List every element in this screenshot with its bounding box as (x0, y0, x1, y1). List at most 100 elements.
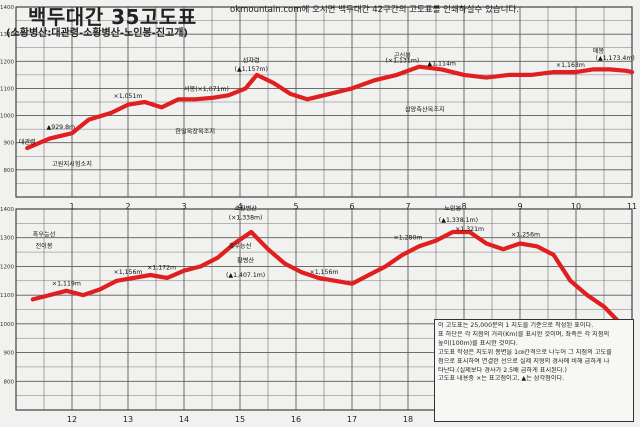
elevation-point (568, 279, 573, 283)
y-tick-label: 1200 (0, 59, 14, 65)
elevation-point (518, 241, 522, 246)
x-tick-label: 2 (125, 202, 130, 211)
x-tick-label: 17 (347, 415, 357, 424)
elevation-point (31, 297, 35, 302)
y-tick-label: 800 (4, 168, 15, 174)
note-line: 높이(100m)를 표시한 것이다. (438, 339, 518, 347)
note-line: 타난다.(실제보다 경사가 2.5배 급하게 표시된다.) (438, 366, 567, 374)
elevation-point (109, 111, 113, 115)
note-line: 고도표 작성은 지도위 봉변을 1㎝간격으로 나누어 그 지점의 고도를 (438, 348, 612, 356)
peak-annotation: 전이봉 (35, 242, 52, 250)
page-title: 백두대간 35고도표 (28, 5, 197, 29)
elevation-profile-line (30, 229, 623, 326)
elevation-point (115, 279, 119, 283)
y-tick-label: 1000 (0, 114, 14, 120)
y-tick-label: 1300 (0, 236, 14, 242)
x-tick-label: 9 (517, 202, 522, 211)
peak-annotation: ×1,256m (511, 232, 540, 239)
peak-annotation: (×1,338m) (229, 214, 263, 221)
elevation-point (249, 230, 253, 234)
y-tick-label: 1100 (0, 86, 14, 92)
elevation-point (165, 276, 169, 280)
elevation-point (630, 70, 634, 74)
x-tick-label: 8 (461, 202, 466, 211)
peak-annotation: (×1,131m) (386, 58, 420, 65)
peak-annotation: ×1,156m (114, 269, 143, 276)
y-tick-label: 1400 (0, 207, 14, 213)
elevation-point (210, 96, 214, 100)
elevation-point (608, 67, 612, 72)
peak-annotation: 황병산 (237, 256, 254, 264)
peak-annotation: 대관령 (19, 138, 36, 146)
elevation-point (624, 69, 629, 73)
x-tick-label: 13 (123, 415, 133, 424)
elevation-point (384, 264, 388, 269)
peak-annotation: 흑우능선 (229, 242, 252, 250)
elevation-point (216, 256, 220, 260)
note-line: 고도표 내용중 ×는 표고점이고, ▲는 삼각점이다. (438, 375, 565, 383)
elevation-point (484, 75, 488, 80)
note-line: 이 고도표는 25,000분의 1 지도를 기준으로 작성된 표이다. (438, 322, 594, 329)
elevation-point (25, 146, 29, 150)
elevation-point (451, 230, 455, 234)
y-tick-label: 800 (4, 379, 15, 385)
peak-annotation: ×1,280m (394, 234, 423, 241)
peak-annotation: 소황병산 (234, 205, 257, 213)
x-tick-label: 6 (349, 202, 354, 211)
elevation-point (81, 293, 85, 297)
elevation-point (232, 241, 236, 246)
elevation-point (48, 293, 52, 297)
y-tick-label: 1200 (0, 264, 14, 270)
elevation-point (300, 270, 304, 274)
x-tick-label: 16 (291, 415, 301, 424)
elevation-point (143, 100, 147, 104)
elevation-point (350, 86, 354, 91)
x-tick-label: 11 (627, 202, 637, 211)
x-tick-label: 18 (403, 415, 413, 424)
elevation-point (468, 230, 472, 234)
elevation-point (182, 269, 186, 273)
elevation-point (87, 118, 91, 122)
elevation-point (395, 73, 399, 77)
legend-note-box: 이 고도표는 25,000분의 1 지도를 기준으로 작성된 표이다. 표 하단… (434, 319, 634, 422)
elevation-point (552, 253, 556, 257)
note-line: 점으로 표시하여 연결한 선으로 실제 지형의 경사에 비해 급하게 나 (438, 357, 610, 365)
elevation-point (148, 273, 152, 277)
elevation-point (160, 105, 164, 110)
elevation-profile-line (25, 64, 635, 151)
peak-annotation: 한일목장목조지 (175, 127, 215, 135)
y-tick-label: 1400 (0, 5, 14, 11)
elevation-point (585, 293, 589, 297)
elevation-point (132, 276, 136, 280)
elevation-point (591, 67, 595, 72)
elevation-point (440, 67, 444, 72)
note-line: 표 하단은 각 지점의 거리(Km)를 표시한 것이며, 좌측은 각 지점의 (438, 330, 610, 338)
elevation-point (400, 253, 404, 257)
elevation-point (316, 276, 320, 280)
x-tick-label: 14 (179, 415, 189, 424)
page-subtitle: (소황병산:대관령-소황병산-노인봉-진고개) (6, 28, 188, 39)
peak-annotation: ▲1,114m (427, 60, 456, 67)
peak-annotation: ×1,172m (147, 265, 176, 272)
elevation-point (417, 65, 421, 69)
elevation-point (552, 70, 556, 74)
peak-annotation: ▲929.8m (47, 124, 76, 131)
elevation-point (266, 247, 270, 251)
peak-annotation: ×1,321m (455, 226, 484, 233)
peak-annotation: 매봉 (593, 47, 605, 55)
x-tick-label: 3 (181, 202, 186, 211)
elevation-point (70, 131, 74, 135)
elevation-point (283, 261, 287, 266)
x-tick-label: 1 (69, 202, 74, 211)
peak-annotation: (▲1,407.1m) (226, 272, 265, 279)
x-tick-label: 4 (237, 202, 242, 211)
y-tick-label: 900 (4, 141, 15, 147)
elevation-point (535, 244, 539, 248)
peak-annotation: (▲1,157m) (235, 66, 268, 73)
elevation-point (462, 73, 466, 77)
elevation-point (507, 73, 511, 77)
elevation-point (305, 97, 309, 101)
peak-annotation: (▲1,338.1m) (439, 217, 478, 224)
elevation-point (227, 93, 231, 97)
x-tick-label: 15 (235, 415, 245, 424)
